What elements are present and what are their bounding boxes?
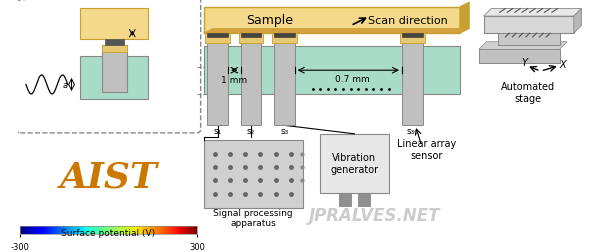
Text: 0.7 mm: 0.7 mm: [335, 75, 370, 84]
Bar: [208, 34, 228, 38]
Bar: [320, 134, 389, 193]
Bar: [203, 8, 460, 34]
Bar: [339, 193, 350, 206]
Bar: [205, 34, 230, 44]
Text: Scan direction: Scan direction: [368, 16, 448, 26]
Bar: [241, 36, 262, 126]
Bar: [102, 45, 127, 93]
Polygon shape: [498, 28, 567, 34]
Text: JPRALVES.NET: JPRALVES.NET: [308, 207, 440, 225]
Bar: [203, 47, 460, 94]
Polygon shape: [203, 29, 469, 34]
Text: Surface potential (V): Surface potential (V): [61, 228, 155, 237]
Text: 1 mm: 1 mm: [221, 76, 247, 85]
Text: Vibration
generator: Vibration generator: [331, 153, 379, 174]
Text: c: c: [120, 42, 124, 51]
Bar: [80, 57, 148, 99]
Bar: [402, 36, 423, 126]
Text: X: X: [559, 59, 566, 69]
Polygon shape: [460, 3, 469, 34]
Bar: [274, 36, 295, 126]
Text: s₂: s₂: [247, 126, 255, 135]
Text: Sample: Sample: [247, 14, 293, 27]
Bar: [241, 34, 262, 38]
Bar: [358, 193, 370, 206]
Bar: [272, 34, 296, 44]
Text: Automated
stage: Automated stage: [501, 82, 555, 103]
Bar: [105, 40, 124, 45]
Bar: [208, 36, 228, 126]
Text: Y: Y: [521, 57, 527, 67]
Polygon shape: [484, 10, 581, 17]
Text: s₁: s₁: [214, 126, 222, 135]
Text: Signal processing
apparatus: Signal processing apparatus: [213, 208, 293, 227]
Bar: [239, 34, 263, 44]
Bar: [102, 45, 127, 53]
Bar: [484, 17, 574, 34]
Bar: [274, 34, 295, 38]
Bar: [400, 34, 425, 44]
Polygon shape: [479, 43, 567, 50]
Text: Linear array
sensor: Linear array sensor: [397, 139, 456, 160]
Bar: [203, 140, 303, 208]
Text: s₃₀: s₃₀: [406, 126, 418, 135]
Bar: [80, 10, 148, 40]
Text: a: a: [62, 81, 68, 90]
Bar: [479, 50, 560, 63]
Text: s₃: s₃: [280, 126, 289, 135]
Text: d: d: [137, 29, 142, 39]
Bar: [402, 34, 423, 38]
Polygon shape: [574, 10, 581, 34]
Bar: [498, 34, 560, 45]
